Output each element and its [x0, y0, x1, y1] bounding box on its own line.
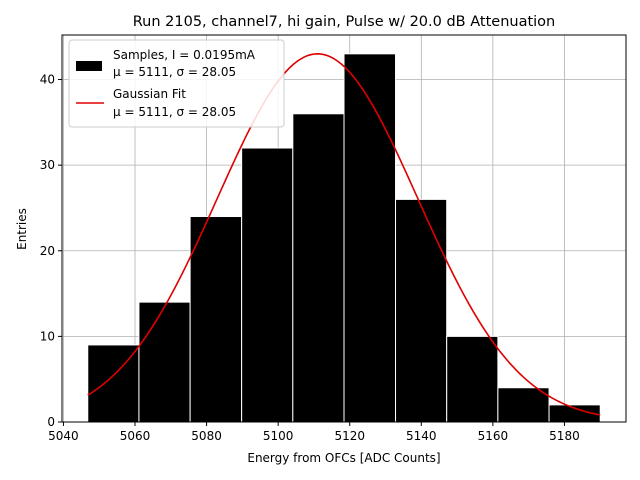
- x-tick-label: 5080: [191, 429, 222, 443]
- y-tick-label: 40: [40, 73, 55, 87]
- x-tick-label: 5160: [478, 429, 509, 443]
- legend-samples-swatch: [76, 61, 102, 71]
- x-tick-label: 5060: [120, 429, 151, 443]
- x-tick-label: 5180: [549, 429, 580, 443]
- x-ticks: 5040 5060 5080 5100 5120 5140 5160 5180: [48, 422, 580, 443]
- y-tick-label: 10: [40, 329, 55, 343]
- legend-samples-stats: μ = 5111, σ = 28.05: [113, 65, 236, 79]
- x-axis-label: Energy from OFCs [ADC Counts]: [247, 451, 440, 465]
- x-tick-label: 5140: [406, 429, 437, 443]
- chart-title: Run 2105, channel7, hi gain, Pulse w/ 20…: [133, 14, 556, 30]
- x-tick-label: 5040: [48, 429, 79, 443]
- y-tick-label: 0: [47, 415, 55, 429]
- x-tick-label: 5100: [263, 429, 294, 443]
- histogram-bar: [241, 147, 294, 423]
- x-tick-label: 5120: [334, 429, 365, 443]
- y-axis-label: Entries: [15, 208, 29, 250]
- y-ticks: 0 10 20 30 40: [40, 73, 62, 429]
- legend-samples-label: Samples, I = 0.0195mA: [113, 48, 256, 62]
- histogram-bars: [87, 53, 601, 423]
- histogram-bar: [189, 216, 243, 423]
- histogram-bar: [446, 335, 499, 423]
- histogram-bar: [138, 301, 191, 423]
- histogram-bar: [343, 53, 397, 423]
- legend: Samples, I = 0.0195mA μ = 5111, σ = 28.0…: [68, 39, 285, 128]
- y-tick-label: 20: [40, 244, 55, 258]
- legend-fit-stats: μ = 5111, σ = 28.05: [113, 105, 236, 119]
- gaussian-fit-line: [87, 53, 601, 416]
- y-tick-label: 30: [40, 158, 55, 172]
- legend-fit-label: Gaussian Fit: [113, 87, 186, 101]
- legend-box: [68, 39, 285, 128]
- histogram-bar: [395, 198, 448, 423]
- histogram-bar: [497, 387, 550, 423]
- plot-frame: [61, 34, 627, 423]
- histogram-bar: [292, 113, 345, 423]
